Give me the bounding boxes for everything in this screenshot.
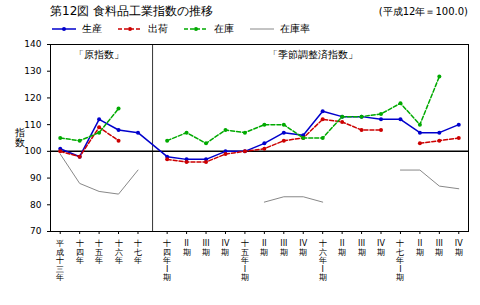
svg-text:140: 140: [24, 39, 41, 49]
svg-text:IV期: IV期: [221, 239, 229, 256]
html-text:生産: 生産: [82, 23, 102, 34]
svg-text:120: 120: [24, 93, 41, 103]
svg-text:IV期: IV期: [377, 239, 385, 256]
html-text:出荷: 出荷: [148, 23, 168, 34]
svg-text:指数: 指数: [14, 127, 25, 148]
html-text:在庫率: 在庫率: [280, 23, 310, 34]
svg-text:II期: II期: [183, 239, 191, 256]
svg-text:十七年I期: 十七年I期: [396, 239, 404, 282]
html-text:第12図 食料品工業指数の推移: 第12図 食料品工業指数の推移: [50, 4, 214, 18]
svg-text:IV期: IV期: [455, 239, 463, 256]
svg-text:十七年: 十七年: [134, 239, 142, 265]
svg-text:「原指数」: 「原指数」: [74, 49, 124, 60]
svg-text:十五年I期: 十五年I期: [241, 239, 249, 282]
svg-text:平成十三年: 平成十三年: [56, 239, 64, 282]
svg-text:十六年I期: 十六年I期: [319, 239, 327, 282]
svg-text:十五年: 十五年: [95, 239, 103, 265]
svg-text:III期: III期: [202, 239, 210, 256]
html-text:(平成12年＝100.0): (平成12年＝100.0): [378, 6, 468, 17]
svg-text:II期: II期: [260, 239, 268, 256]
svg-text:III期: III期: [358, 239, 366, 256]
svg-text:十四年I期: 十四年I期: [163, 239, 171, 282]
svg-text:90: 90: [30, 173, 42, 183]
html-text:在庫: 在庫: [214, 23, 234, 34]
svg-text:130: 130: [24, 66, 41, 76]
svg-text:IV期: IV期: [299, 239, 307, 256]
svg-text:II期: II期: [338, 239, 346, 256]
svg-text:十四年: 十四年: [76, 239, 84, 265]
svg-text:II期: II期: [416, 239, 424, 256]
svg-text:110: 110: [24, 120, 41, 130]
svg-text:80: 80: [30, 200, 42, 210]
svg-text:「季節調整済指数」: 「季節調整済指数」: [268, 49, 358, 60]
svg-text:III期: III期: [280, 239, 288, 256]
svg-text:十六年: 十六年: [115, 239, 123, 265]
svg-text:70: 70: [30, 226, 42, 236]
svg-text:100: 100: [24, 146, 41, 156]
svg-text:III期: III期: [435, 239, 443, 256]
